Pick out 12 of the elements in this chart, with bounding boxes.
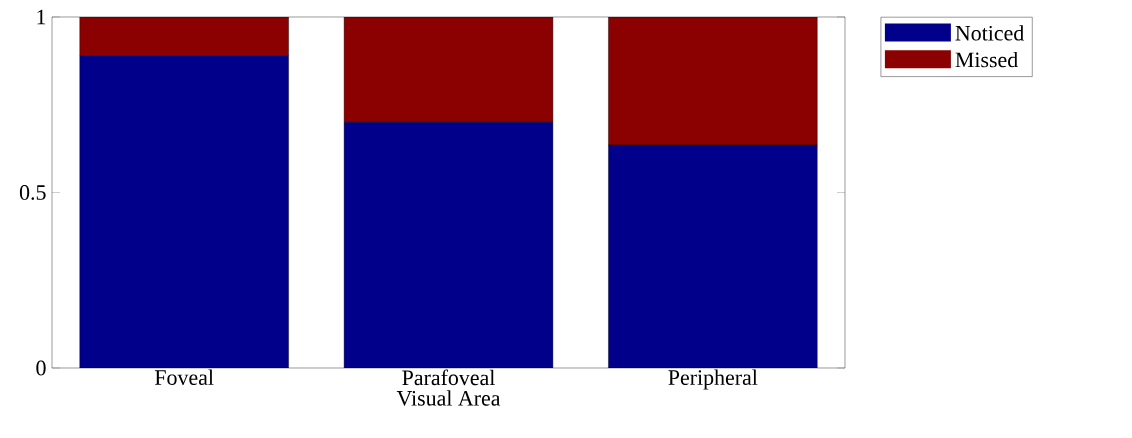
y-tick-label: 1: [37, 9, 46, 25]
x-tick-label: Peripheral: [668, 369, 758, 390]
y-tick-label: 0: [36, 360, 46, 376]
bar: [344, 122, 553, 368]
bar: [608, 144, 818, 368]
legend-label: Missed: [955, 51, 1018, 68]
x-axis-title: Visual Area: [396, 390, 501, 406]
y-tick-label: 0.5: [19, 185, 46, 200]
legend-label: Noticed: [955, 25, 1025, 41]
x-tick-label: Parafoveal: [402, 369, 495, 386]
x-tick-label: Foveal: [154, 369, 214, 385]
bar: [79, 55, 289, 368]
